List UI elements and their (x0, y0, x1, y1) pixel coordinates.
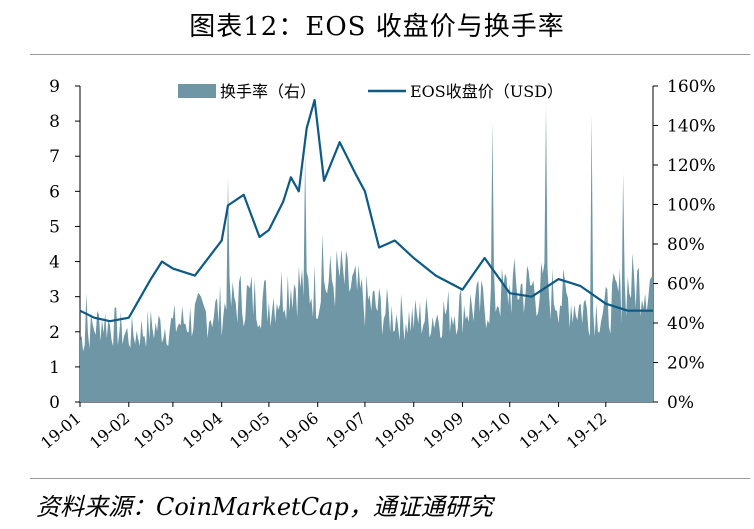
legend: 换手率（右） EOS收盘价（USD） (178, 82, 563, 101)
x-tick-label: 19-04 (179, 409, 227, 453)
y-right-tick-label: 160% (667, 77, 716, 97)
y-right-tick-label: 40% (667, 314, 705, 334)
y-right-tick-label: 80% (667, 235, 705, 255)
y-left-tick-label: 4 (49, 253, 60, 273)
y-left-tick-label: 2 (49, 323, 60, 343)
y-left-tick-label: 7 (49, 147, 60, 167)
x-tick-label: 19-01 (37, 409, 85, 453)
price-line (79, 98, 653, 323)
y-right-tick-label: 120% (667, 156, 716, 176)
y-right-tick-label: 140% (667, 117, 716, 137)
y-right-tick-label: 60% (667, 275, 705, 295)
price-line-series (79, 98, 653, 323)
title-rule (30, 54, 750, 55)
y-right-tick-label: 0% (667, 393, 694, 413)
x-tick-label: 19-11 (516, 409, 564, 453)
y-left-tick-label: 9 (49, 77, 60, 97)
y-left-tick-label: 3 (49, 288, 60, 308)
source-rule (30, 478, 750, 479)
x-tick-label: 19-10 (467, 409, 515, 453)
y-left-tick-label: 8 (49, 112, 60, 132)
x-tick-label: 19-03 (130, 409, 178, 453)
y-right-tick-label: 20% (667, 354, 705, 374)
legend-swatch-turnover (178, 84, 216, 98)
x-tick-label: 19-09 (420, 409, 468, 453)
figure-title: 图表12：EOS 收盘价与换手率 (189, 12, 565, 42)
source-note: 资料来源：CoinMarketCap，通证通研究 (36, 493, 493, 521)
y-right-tick-label: 100% (667, 196, 716, 216)
y-left-tick-label: 1 (49, 358, 60, 378)
turnover-area-series (80, 105, 653, 403)
x-tick-label: 19-05 (226, 409, 274, 453)
x-tick-label: 19-12 (563, 409, 611, 453)
x-tick-label: 19-02 (86, 409, 134, 453)
x-tick-label: 19-06 (275, 409, 323, 453)
legend-label-turnover: 换手率（右） (220, 82, 316, 101)
x-tick-label: 19-08 (371, 409, 419, 453)
legend-label-price: EOS收盘价（USD） (410, 82, 563, 101)
y-left-tick-label: 6 (49, 182, 60, 202)
x-tick-label: 19-07 (322, 409, 370, 453)
y-left-tick-label: 0 (49, 393, 60, 413)
turnover-area (80, 105, 653, 403)
y-left-tick-label: 5 (49, 217, 60, 237)
